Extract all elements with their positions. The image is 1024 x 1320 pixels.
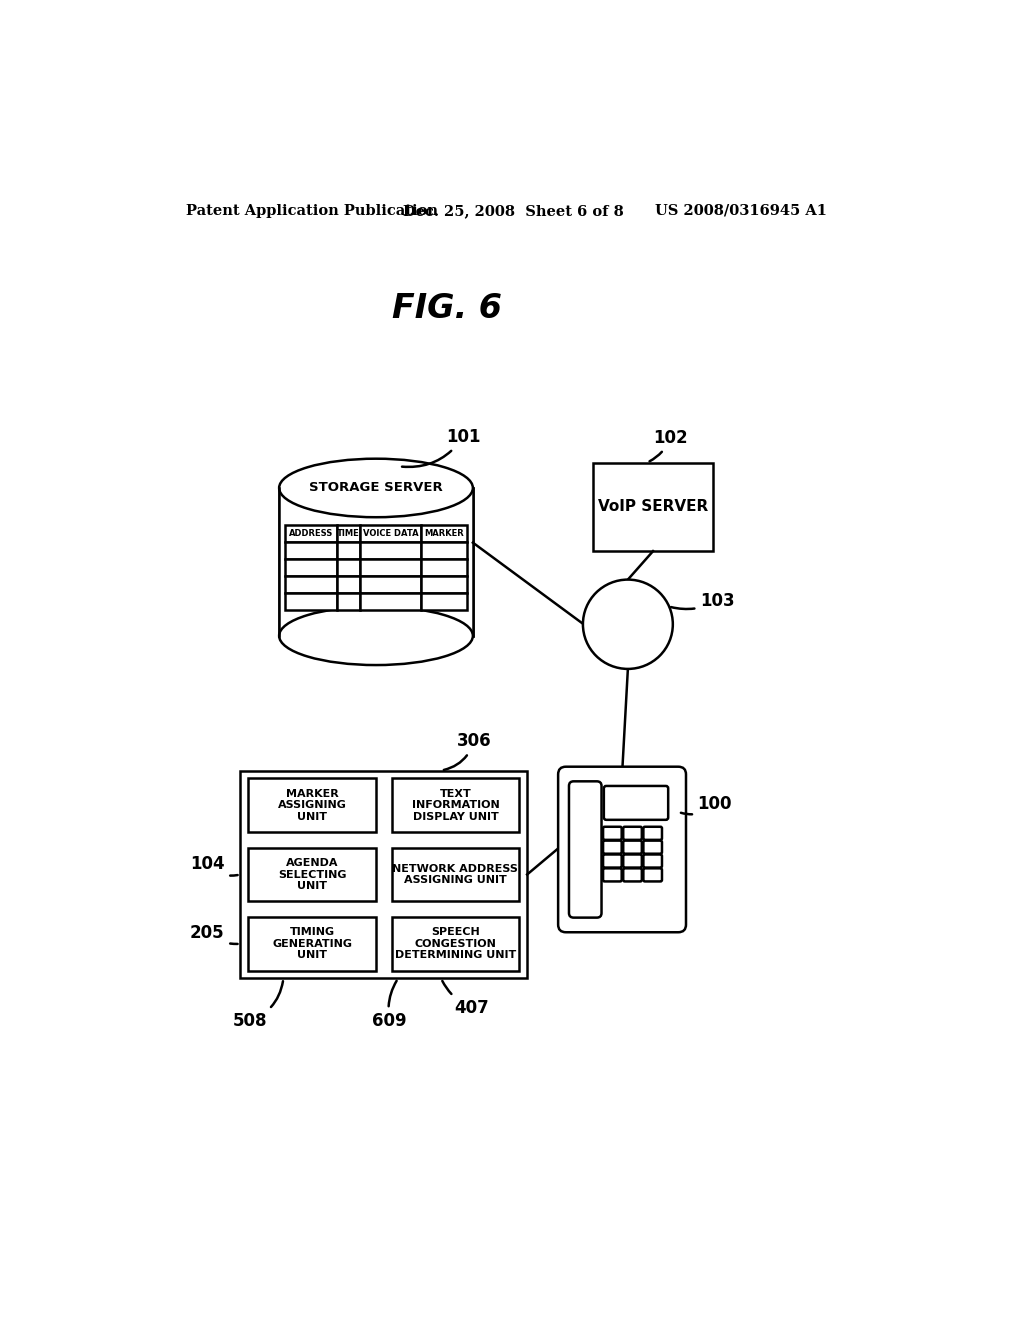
Bar xyxy=(337,558,359,576)
Text: MARKER
ASSIGNING
UNIT: MARKER ASSIGNING UNIT xyxy=(278,788,346,822)
Text: VOICE DATA: VOICE DATA xyxy=(362,529,419,537)
Text: SPEECH
CONGESTION
DETERMINING UNIT: SPEECH CONGESTION DETERMINING UNIT xyxy=(395,927,516,961)
Bar xyxy=(241,771,527,978)
FancyBboxPatch shape xyxy=(643,841,662,854)
Text: TIME: TIME xyxy=(337,529,359,537)
Bar xyxy=(337,525,359,543)
Text: MARKER: MARKER xyxy=(424,529,464,537)
Bar xyxy=(248,779,376,832)
Bar xyxy=(280,488,473,636)
Bar xyxy=(248,917,376,970)
Text: STORAGE SERVER: STORAGE SERVER xyxy=(309,482,442,495)
Text: Patent Application Publication: Patent Application Publication xyxy=(186,203,438,218)
FancyBboxPatch shape xyxy=(624,826,642,840)
Text: NETWORK ADDRESS
ASSIGNING UNIT: NETWORK ADDRESS ASSIGNING UNIT xyxy=(392,863,518,886)
FancyBboxPatch shape xyxy=(569,781,601,917)
Bar xyxy=(337,543,359,558)
FancyBboxPatch shape xyxy=(624,841,642,854)
Bar xyxy=(359,558,421,576)
Bar xyxy=(359,593,421,610)
Bar xyxy=(421,543,467,558)
FancyBboxPatch shape xyxy=(643,869,662,882)
Text: TIMING
GENERATING
UNIT: TIMING GENERATING UNIT xyxy=(272,927,352,961)
Text: 101: 101 xyxy=(402,428,480,467)
Circle shape xyxy=(583,579,673,669)
Bar xyxy=(359,543,421,558)
Text: TEXT
INFORMATION
DISPLAY UNIT: TEXT INFORMATION DISPLAY UNIT xyxy=(412,788,500,822)
FancyBboxPatch shape xyxy=(558,767,686,932)
Text: VoIP SERVER: VoIP SERVER xyxy=(598,499,709,515)
Bar xyxy=(359,576,421,593)
Bar xyxy=(391,779,519,832)
FancyBboxPatch shape xyxy=(604,785,669,820)
Text: 102: 102 xyxy=(649,429,688,461)
Text: 103: 103 xyxy=(671,593,734,610)
Bar xyxy=(359,525,421,543)
Text: FIG. 6: FIG. 6 xyxy=(391,292,502,325)
Bar xyxy=(421,593,467,610)
FancyBboxPatch shape xyxy=(603,869,622,882)
Bar xyxy=(286,576,337,593)
FancyBboxPatch shape xyxy=(643,854,662,867)
Text: 100: 100 xyxy=(681,796,732,814)
FancyBboxPatch shape xyxy=(603,854,622,867)
Bar xyxy=(286,543,337,558)
Bar xyxy=(286,525,337,543)
Text: US 2008/0316945 A1: US 2008/0316945 A1 xyxy=(655,203,827,218)
Bar xyxy=(421,576,467,593)
Text: 407: 407 xyxy=(442,981,489,1016)
Text: 104: 104 xyxy=(190,855,238,875)
Text: AGENDA
SELECTING
UNIT: AGENDA SELECTING UNIT xyxy=(278,858,346,891)
FancyBboxPatch shape xyxy=(603,841,622,854)
Text: 508: 508 xyxy=(232,981,283,1030)
Ellipse shape xyxy=(280,459,473,517)
Bar xyxy=(391,847,519,902)
Bar xyxy=(421,558,467,576)
Text: ADDRESS: ADDRESS xyxy=(289,529,333,537)
Text: 306: 306 xyxy=(443,733,492,770)
Ellipse shape xyxy=(280,607,473,665)
FancyBboxPatch shape xyxy=(624,854,642,867)
Text: 609: 609 xyxy=(373,981,407,1030)
Bar xyxy=(337,576,359,593)
FancyBboxPatch shape xyxy=(603,826,622,840)
Bar xyxy=(593,462,713,552)
Bar xyxy=(286,558,337,576)
Bar xyxy=(286,593,337,610)
Bar xyxy=(337,593,359,610)
Bar xyxy=(421,525,467,543)
Text: 205: 205 xyxy=(190,924,238,944)
Bar xyxy=(248,847,376,902)
FancyBboxPatch shape xyxy=(624,869,642,882)
Text: Dec. 25, 2008  Sheet 6 of 8: Dec. 25, 2008 Sheet 6 of 8 xyxy=(403,203,624,218)
FancyBboxPatch shape xyxy=(643,826,662,840)
Bar xyxy=(391,917,519,970)
